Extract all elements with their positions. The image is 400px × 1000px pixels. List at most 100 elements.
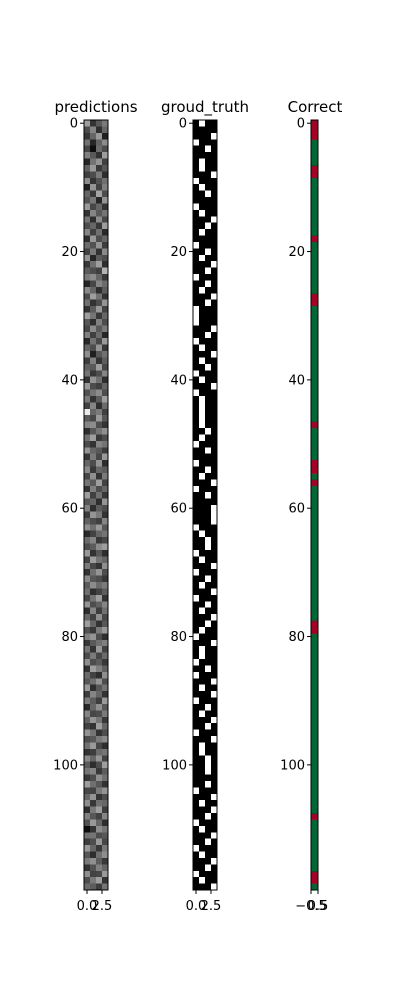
cell-109-0 — [84, 819, 91, 826]
cell-74-1 — [90, 594, 97, 602]
cell-1-3 — [102, 126, 109, 133]
cell-77-1 — [90, 614, 97, 621]
cell-29-0 — [311, 306, 319, 313]
cell-4-3 — [211, 145, 218, 153]
cell-42-3 — [211, 389, 218, 396]
cell-118-3 — [102, 877, 109, 884]
cell-104-0 — [84, 787, 91, 794]
cell-58-3 — [102, 492, 109, 499]
cell-4-1 — [90, 145, 97, 153]
cell-109-3 — [102, 819, 109, 826]
cell-46-0 — [84, 415, 91, 422]
cell-61-2 — [96, 511, 103, 518]
cell-9-2 — [205, 177, 212, 185]
cell-42-2 — [205, 389, 212, 396]
cell-18-0 — [193, 235, 200, 242]
ground-truth-heatmap — [193, 120, 218, 891]
cell-99-3 — [211, 755, 218, 762]
cell-61-2 — [205, 511, 212, 518]
cell-15-2 — [205, 216, 212, 223]
cell-54-0 — [311, 466, 319, 473]
cell-110-1 — [199, 825, 206, 833]
cell-40-2 — [205, 376, 212, 384]
cell-20-1 — [90, 248, 97, 255]
cell-88-3 — [211, 684, 218, 692]
cell-58-0 — [193, 492, 200, 499]
cell-10-1 — [199, 184, 206, 191]
cell-85-2 — [205, 665, 212, 672]
cell-93-2 — [96, 716, 103, 724]
cell-68-0 — [311, 556, 319, 563]
cell-66-1 — [90, 543, 97, 550]
cell-114-3 — [102, 851, 109, 858]
cell-57-1 — [199, 485, 206, 493]
cell-74-2 — [96, 594, 103, 602]
cell-6-0 — [193, 158, 200, 165]
cell-84-0 — [311, 659, 319, 666]
cell-90-0 — [311, 697, 319, 704]
cell-84-3 — [211, 659, 218, 666]
cell-37-0 — [311, 357, 319, 364]
cell-116-0 — [311, 864, 319, 871]
cell-46-3 — [102, 415, 109, 422]
cell-57-3 — [102, 485, 109, 493]
cell-67-1 — [90, 549, 97, 557]
cell-59-1 — [90, 498, 97, 506]
cell-31-0 — [193, 318, 200, 326]
cell-66-2 — [96, 543, 103, 550]
cell-62-2 — [96, 517, 103, 525]
cell-114-2 — [205, 851, 212, 858]
ytick-label: 0 — [179, 117, 187, 132]
cell-61-1 — [199, 511, 206, 518]
cell-97-0 — [84, 742, 91, 749]
cell-3-1 — [199, 139, 206, 146]
cell-30-0 — [311, 312, 319, 319]
cell-64-2 — [96, 530, 103, 538]
cell-76-1 — [199, 607, 206, 615]
cell-18-2 — [205, 235, 212, 242]
cell-6-1 — [199, 158, 206, 165]
cell-60-3 — [211, 505, 218, 512]
cell-9-1 — [199, 177, 206, 185]
cell-83-2 — [205, 652, 212, 660]
cell-92-0 — [84, 710, 91, 717]
ytick-label: 60 — [288, 502, 305, 517]
cell-37-1 — [90, 357, 97, 364]
cell-86-2 — [96, 671, 103, 679]
cell-107-1 — [199, 806, 206, 814]
cell-88-0 — [311, 684, 319, 692]
cell-44-3 — [211, 402, 218, 409]
xtick-label: −0.5 — [295, 899, 327, 914]
cell-8-0 — [84, 171, 91, 178]
cell-62-1 — [199, 517, 206, 525]
cell-1-2 — [205, 126, 212, 133]
cell-102-0 — [84, 774, 91, 781]
cell-47-3 — [211, 421, 218, 429]
cell-69-3 — [102, 562, 109, 570]
cell-119-2 — [96, 883, 103, 891]
cell-34-3 — [211, 338, 218, 345]
cell-2-0 — [311, 132, 319, 140]
cell-17-3 — [211, 229, 218, 236]
cell-33-0 — [311, 331, 319, 339]
cell-100-0 — [193, 761, 200, 769]
cell-50-3 — [102, 440, 109, 448]
cell-110-2 — [205, 825, 212, 833]
cell-14-2 — [96, 209, 103, 217]
cell-111-0 — [311, 832, 319, 839]
cell-116-0 — [193, 864, 200, 871]
cell-104-1 — [90, 787, 97, 794]
cell-46-0 — [311, 415, 319, 422]
cell-110-0 — [84, 825, 91, 833]
cell-66-0 — [311, 543, 319, 550]
cell-9-3 — [102, 177, 109, 185]
cell-44-0 — [311, 402, 319, 409]
cell-78-2 — [205, 620, 212, 627]
cell-107-3 — [211, 806, 218, 814]
cell-20-0 — [193, 248, 200, 255]
cell-72-0 — [84, 582, 91, 589]
cell-93-0 — [193, 716, 200, 724]
cell-58-3 — [211, 492, 218, 499]
cell-45-0 — [193, 408, 200, 416]
cell-93-1 — [199, 716, 206, 724]
